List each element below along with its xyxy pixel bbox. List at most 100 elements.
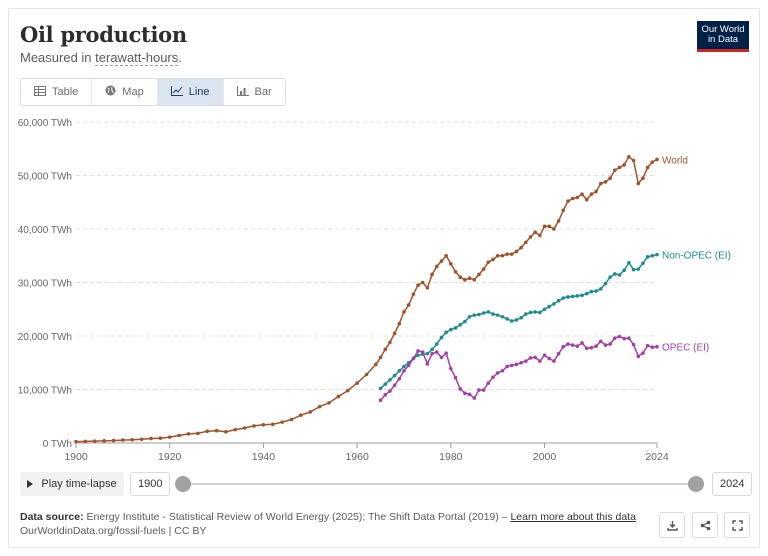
data-point bbox=[345, 388, 350, 393]
data-point bbox=[580, 192, 584, 197]
data-point bbox=[402, 310, 406, 314]
data-point bbox=[472, 396, 477, 400]
download-button[interactable] bbox=[659, 512, 685, 538]
y-tick-label: 40,000 TWh bbox=[18, 225, 72, 236]
data-point bbox=[425, 362, 430, 366]
chart-footer: Data source: Energy Institute - Statisti… bbox=[20, 510, 636, 538]
end-year-box[interactable]: 2024 bbox=[712, 472, 753, 496]
data-point bbox=[566, 342, 570, 346]
x-tick-label: 1960 bbox=[345, 451, 369, 463]
end-year-handle[interactable] bbox=[688, 476, 704, 492]
series-label: OPEC (EI) bbox=[662, 343, 709, 354]
data-point bbox=[636, 267, 641, 271]
data-point bbox=[528, 356, 533, 360]
tab-table[interactable]: Table bbox=[21, 79, 93, 105]
data-point bbox=[538, 233, 542, 238]
chart-title: Oil production bbox=[20, 22, 187, 47]
play-icon bbox=[27, 480, 34, 488]
data-point bbox=[252, 424, 256, 428]
data-point bbox=[552, 302, 556, 306]
tab-table-label: Table bbox=[52, 86, 79, 98]
learn-more-link[interactable]: Learn more about this data bbox=[510, 511, 636, 523]
url-line[interactable]: OurWorldinData.org/fossil-fuels | CC BY bbox=[20, 525, 207, 537]
data-point bbox=[158, 436, 163, 440]
data-point bbox=[514, 318, 519, 322]
data-point bbox=[636, 181, 641, 186]
data-point bbox=[453, 375, 458, 380]
unit-link[interactable]: terawatt-hours bbox=[95, 50, 179, 66]
tab-bar[interactable]: Bar bbox=[224, 79, 285, 105]
download-icon bbox=[666, 520, 678, 531]
data-point bbox=[444, 351, 448, 355]
y-tick-label: 20,000 TWh bbox=[18, 332, 72, 343]
share-icon bbox=[700, 520, 710, 530]
data-point bbox=[477, 388, 481, 392]
data-point bbox=[617, 165, 622, 170]
data-point bbox=[453, 326, 458, 330]
data-point bbox=[613, 168, 617, 172]
data-point bbox=[402, 368, 406, 373]
timeline-track[interactable] bbox=[182, 483, 696, 485]
x-tick-label: 2000 bbox=[533, 451, 557, 463]
data-point bbox=[631, 342, 636, 347]
data-point bbox=[509, 363, 514, 368]
data-point bbox=[383, 382, 388, 386]
data-point bbox=[355, 381, 359, 385]
data-point bbox=[524, 240, 528, 245]
fullscreen-button[interactable] bbox=[724, 512, 750, 538]
data-point bbox=[566, 295, 570, 299]
data-point bbox=[214, 428, 219, 433]
play-timelapse-button[interactable]: Play time-lapse bbox=[20, 472, 124, 496]
data-point bbox=[472, 313, 477, 317]
data-point bbox=[603, 343, 608, 347]
play-label: Play time-lapse bbox=[41, 478, 117, 490]
data-point bbox=[509, 252, 514, 256]
tab-map[interactable]: Map bbox=[92, 79, 158, 105]
data-point bbox=[416, 349, 420, 353]
data-point bbox=[449, 261, 453, 266]
data-point bbox=[538, 310, 542, 315]
data-point bbox=[547, 224, 552, 229]
tab-line[interactable]: Line bbox=[157, 79, 224, 105]
data-point bbox=[584, 197, 589, 202]
chart-subtitle: Measured in terawatt-hours. bbox=[20, 50, 182, 66]
data-point bbox=[641, 351, 645, 355]
owid-logo[interactable]: Our World in Data bbox=[697, 21, 749, 52]
data-point bbox=[388, 340, 392, 345]
data-point bbox=[463, 278, 467, 282]
data-point bbox=[655, 344, 659, 349]
data-point bbox=[83, 439, 88, 444]
data-point bbox=[392, 383, 397, 388]
data-point bbox=[641, 176, 645, 180]
data-point bbox=[598, 181, 603, 186]
data-point bbox=[449, 366, 453, 371]
data-point bbox=[589, 192, 594, 197]
data-point bbox=[402, 364, 406, 369]
data-point bbox=[505, 364, 509, 369]
data-point bbox=[439, 259, 444, 263]
data-point bbox=[580, 293, 584, 298]
data-point bbox=[622, 336, 627, 341]
data-point bbox=[603, 281, 608, 286]
data-point bbox=[495, 253, 500, 258]
data-point bbox=[486, 310, 491, 314]
logo-line-1: Our World bbox=[701, 24, 745, 35]
data-point bbox=[280, 420, 284, 424]
data-point bbox=[458, 322, 463, 327]
data-point bbox=[561, 208, 566, 213]
start-year-box[interactable]: 1900 bbox=[130, 472, 171, 496]
subtitle-suffix: . bbox=[178, 50, 182, 65]
data-point bbox=[627, 336, 631, 340]
bar-chart-icon bbox=[236, 85, 249, 99]
series-line bbox=[380, 335, 658, 401]
data-point bbox=[289, 417, 294, 422]
share-button[interactable] bbox=[692, 512, 718, 538]
start-year-handle[interactable] bbox=[175, 476, 191, 492]
subtitle-prefix: Measured in bbox=[20, 50, 96, 65]
data-point bbox=[575, 294, 580, 298]
data-point bbox=[397, 377, 402, 381]
data-point bbox=[378, 355, 383, 360]
source-text: Energy Institute - Statistical Review of… bbox=[86, 511, 508, 523]
data-point bbox=[434, 342, 439, 346]
data-point bbox=[481, 388, 486, 392]
